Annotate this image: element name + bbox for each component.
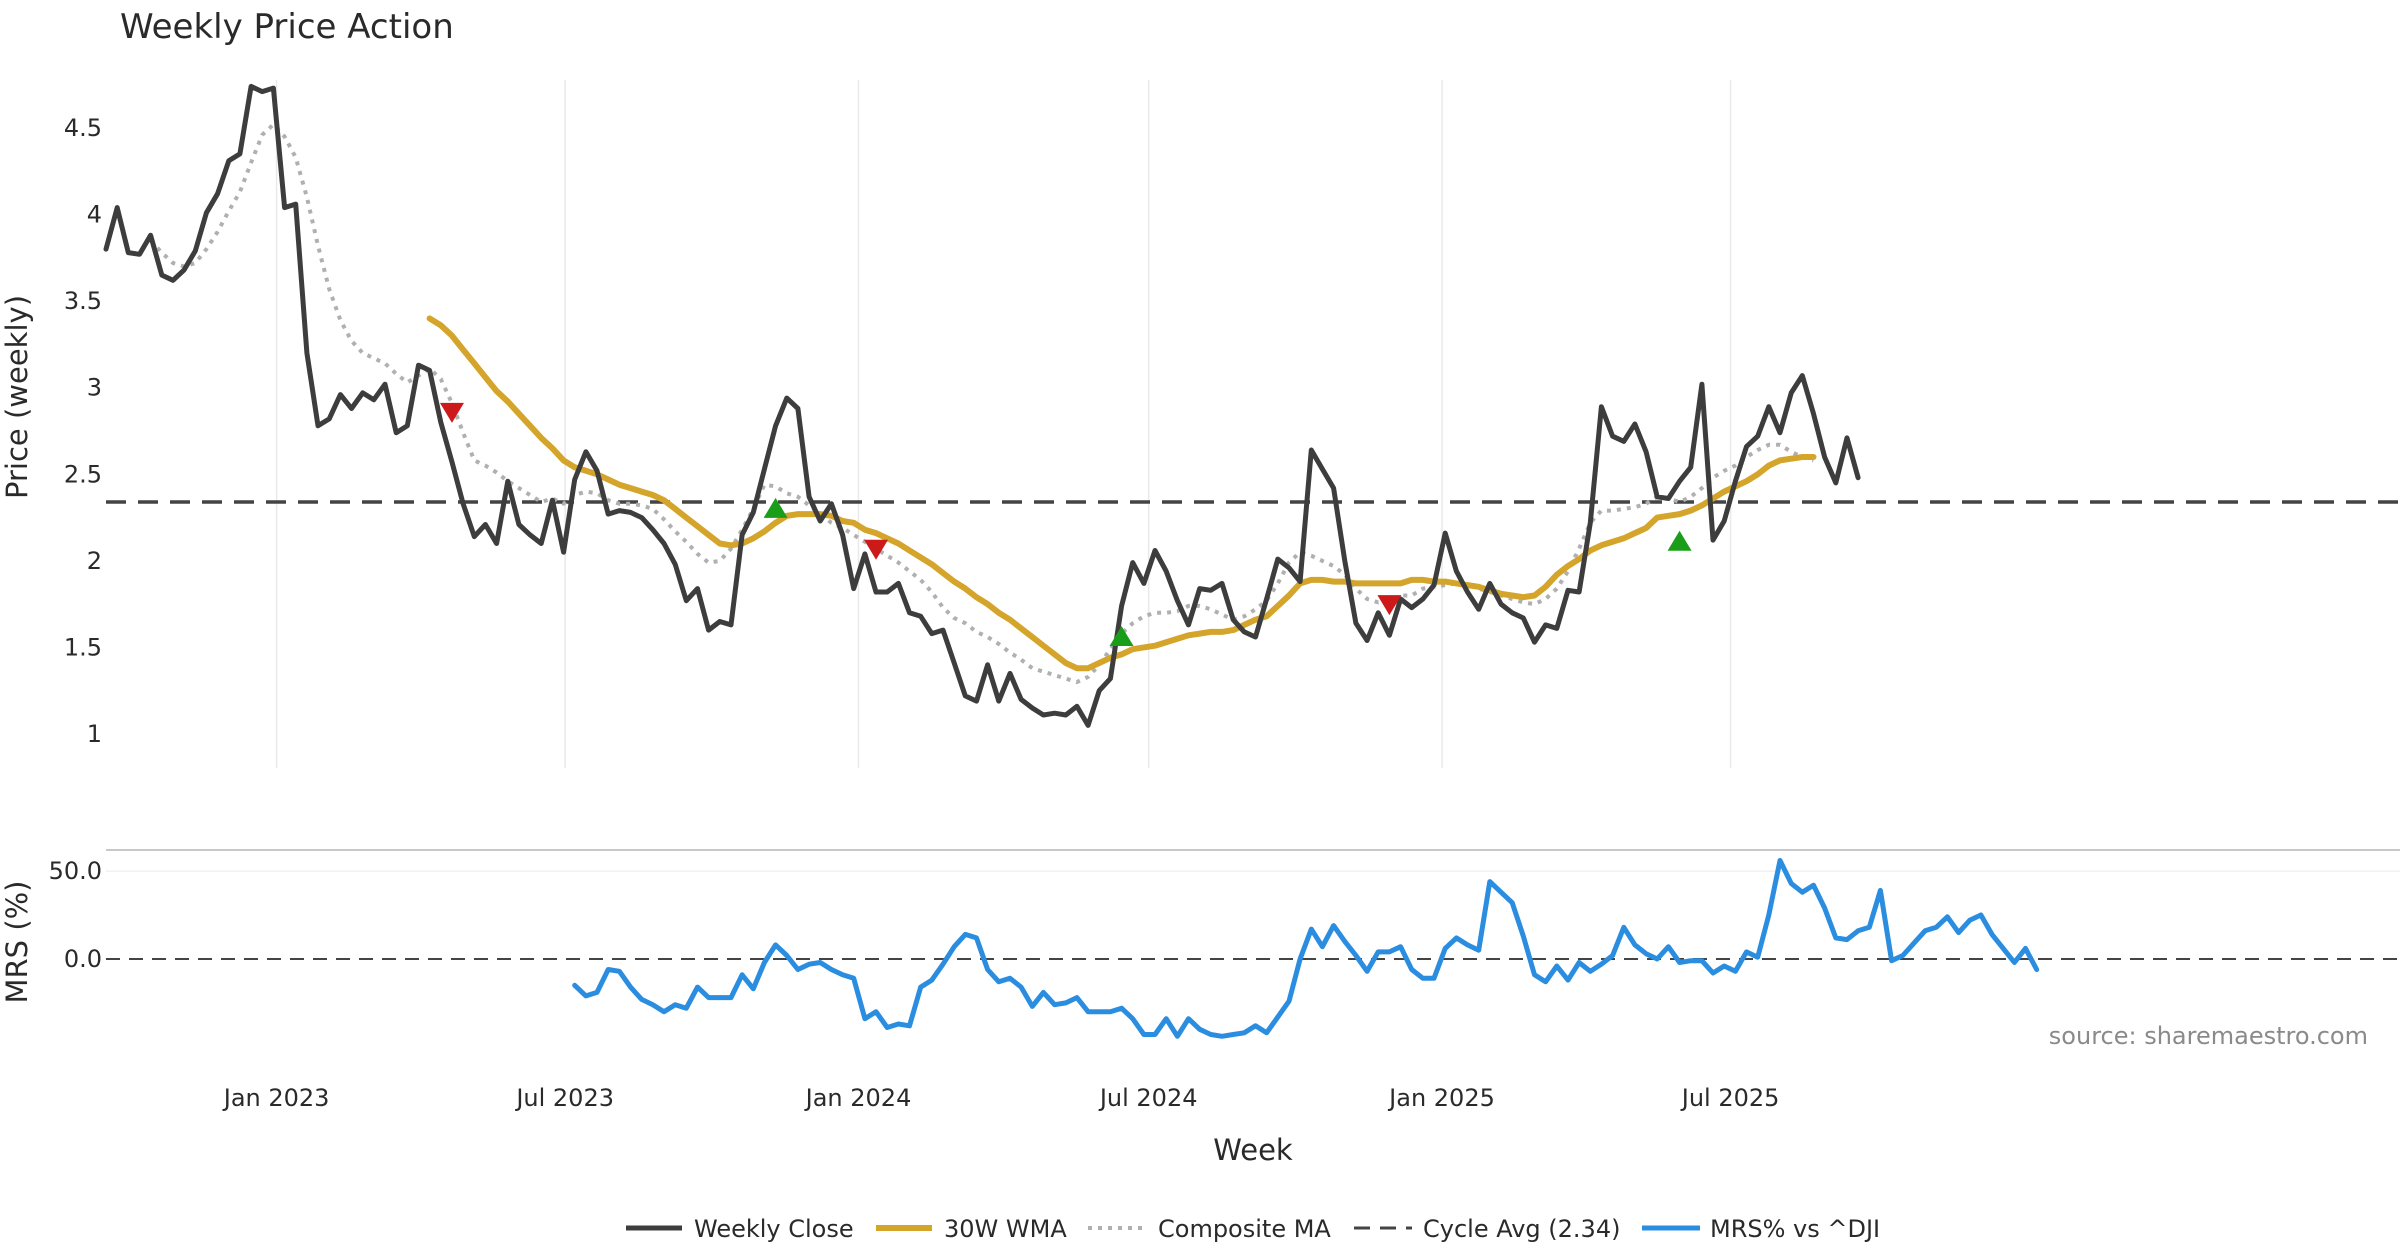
legend-item-weekly-close[interactable]: Weekly Close — [626, 1215, 854, 1243]
price-y-tick-4: 3 — [87, 374, 102, 402]
chart-title: Weekly Price Action — [120, 7, 454, 47]
price-y-ticks: 1 1.5 2 2.5 3 3.5 4 4.5 — [64, 114, 102, 748]
mrs-y-tick-1: 50.0 — [49, 857, 102, 885]
legend-item-composite-ma[interactable]: Composite MA — [1088, 1215, 1331, 1243]
sell-signal-marker-2 — [1377, 595, 1402, 616]
x-tick-label-3: Jul 2024 — [1098, 1084, 1198, 1112]
legend-item-mrs[interactable]: MRS% vs ^DJI — [1642, 1215, 1880, 1243]
price-y-tick-2: 2 — [87, 547, 102, 575]
price-y-tick-7: 4.5 — [64, 114, 102, 142]
legend-item-30w-wma[interactable]: 30W WMA — [876, 1215, 1067, 1243]
price-y-axis-title: Price (weekly) — [0, 295, 34, 499]
price-y-tick-0: 1 — [87, 720, 102, 748]
x-tick-label-2: Jan 2024 — [804, 1084, 912, 1112]
source-attribution: source: sharemaestro.com — [2049, 1022, 2368, 1050]
signal-markers — [439, 402, 1692, 647]
x-tick-label-4: Jan 2025 — [1387, 1084, 1495, 1112]
price-y-tick-1: 1.5 — [64, 633, 102, 661]
x-tick-label-5: Jul 2025 — [1680, 1084, 1780, 1112]
x-axis-title: Week — [1213, 1133, 1293, 1167]
x-tick-label-0: Jan 2023 — [222, 1084, 330, 1112]
vertical-gridlines — [275, 80, 1732, 768]
legend-label-30w-wma: 30W WMA — [944, 1215, 1067, 1243]
legend-label-cycle-avg: Cycle Avg (2.34) — [1423, 1215, 1620, 1243]
mrs-y-ticks: 0.0 50.0 — [49, 857, 2400, 973]
legend[interactable]: Weekly Close 30W WMA Composite MA Cycle … — [626, 1215, 1880, 1243]
mrs-y-tick-0: 0.0 — [64, 945, 102, 973]
legend-label-composite-ma: Composite MA — [1158, 1215, 1331, 1243]
price-y-tick-3: 2.5 — [64, 460, 102, 488]
mrs-line — [572, 858, 2040, 1039]
buy-signal-marker-2 — [1667, 530, 1692, 551]
buy-signal-marker-0 — [763, 497, 788, 518]
sell-signal-marker-0 — [439, 402, 464, 423]
price-y-tick-5: 3.5 — [64, 287, 102, 315]
legend-label-mrs: MRS% vs ^DJI — [1710, 1215, 1880, 1243]
mrs-y-axis-title: MRS (%) — [0, 881, 34, 1004]
x-tick-label-1: Jul 2023 — [514, 1084, 614, 1112]
sell-signal-marker-1 — [864, 539, 889, 560]
legend-item-cycle-avg[interactable]: Cycle Avg (2.34) — [1354, 1215, 1620, 1243]
weekly-close-line — [103, 83, 1861, 728]
price-y-tick-6: 4 — [87, 201, 102, 229]
legend-label-weekly-close: Weekly Close — [694, 1215, 854, 1243]
buy-signal-marker-1 — [1109, 626, 1134, 647]
x-ticks: Jan 2023 Jul 2023 Jan 2024 Jul 2024 Jan 2025… — [222, 1084, 1780, 1112]
